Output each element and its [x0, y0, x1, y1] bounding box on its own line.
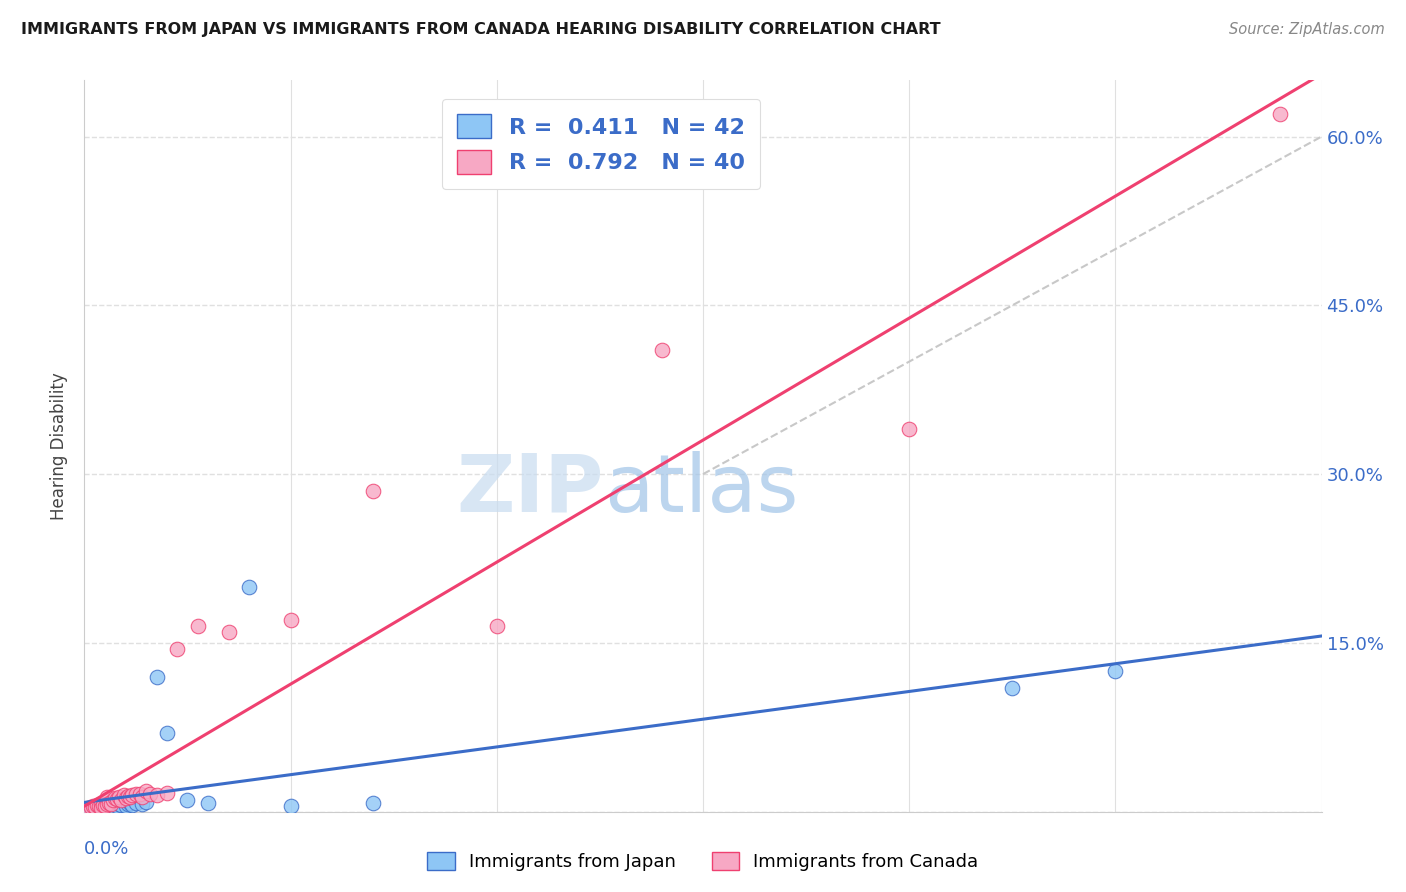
Text: 0.0%: 0.0%: [84, 839, 129, 857]
Point: [87, 802, 110, 816]
Point: [108, 797, 131, 811]
Point: [117, 789, 139, 803]
Point: [361, 483, 384, 498]
Text: IMMIGRANTS FROM JAPAN VS IMMIGRANTS FROM CANADA HEARING DISABILITY CORRELATION C: IMMIGRANTS FROM JAPAN VS IMMIGRANTS FROM…: [21, 22, 941, 37]
Point: [238, 580, 260, 594]
Point: [94, 800, 117, 814]
Point: [87, 799, 110, 814]
Point: [1270, 107, 1292, 121]
Point: [91, 800, 114, 814]
Point: [485, 619, 508, 633]
Point: [129, 787, 152, 801]
Point: [156, 786, 179, 800]
Point: [79, 801, 101, 815]
Point: [104, 791, 127, 805]
Point: [100, 800, 122, 814]
Point: [176, 793, 198, 807]
Point: [103, 800, 125, 814]
Point: [156, 726, 179, 740]
Point: [125, 787, 148, 801]
Point: [96, 797, 118, 811]
Point: [77, 801, 100, 815]
Point: [91, 797, 114, 812]
Point: [103, 793, 125, 807]
Legend: Immigrants from Japan, Immigrants from Canada: Immigrants from Japan, Immigrants from C…: [420, 845, 986, 879]
Point: [145, 670, 167, 684]
Point: [104, 797, 127, 812]
Point: [135, 795, 157, 809]
Point: [131, 797, 153, 811]
Point: [79, 800, 101, 814]
Point: [139, 787, 162, 801]
Text: ZIP: ZIP: [457, 450, 605, 529]
Point: [82, 799, 104, 814]
Point: [135, 784, 157, 798]
Point: [98, 799, 121, 814]
Y-axis label: Hearing Disability: Hearing Disability: [51, 372, 69, 520]
Point: [86, 797, 108, 812]
Point: [83, 801, 105, 815]
Point: [105, 792, 128, 806]
Point: [77, 802, 100, 816]
Point: [96, 790, 118, 805]
Point: [118, 796, 141, 810]
Point: [1001, 681, 1024, 695]
Point: [125, 796, 148, 810]
Point: [96, 800, 118, 814]
Point: [94, 799, 117, 814]
Point: [87, 800, 110, 814]
Point: [361, 796, 384, 810]
Point: [91, 797, 114, 812]
Point: [104, 801, 127, 815]
Point: [90, 797, 112, 811]
Point: [108, 790, 131, 805]
Point: [83, 800, 105, 814]
Point: [82, 802, 104, 816]
Point: [100, 797, 122, 812]
Point: [98, 801, 121, 815]
Point: [651, 343, 673, 358]
Point: [110, 797, 132, 812]
Point: [898, 422, 921, 436]
Point: [121, 797, 143, 812]
Point: [117, 797, 139, 811]
Point: [280, 614, 302, 628]
Point: [90, 801, 112, 815]
Point: [121, 788, 143, 802]
Point: [110, 793, 132, 807]
Point: [94, 801, 117, 815]
Point: [100, 797, 122, 811]
Point: [166, 641, 188, 656]
Text: Source: ZipAtlas.com: Source: ZipAtlas.com: [1229, 22, 1385, 37]
Point: [187, 619, 209, 633]
Point: [114, 799, 136, 814]
Point: [197, 796, 219, 810]
Point: [98, 796, 121, 810]
Text: atlas: atlas: [605, 450, 799, 529]
Point: [1104, 664, 1126, 678]
Point: [83, 800, 105, 814]
Point: [145, 788, 167, 802]
Point: [105, 799, 128, 814]
Point: [86, 801, 108, 815]
Point: [112, 788, 135, 802]
Point: [280, 799, 302, 814]
Point: [218, 624, 240, 639]
Legend: R =  0.411   N = 42, R =  0.792   N = 40: R = 0.411 N = 42, R = 0.792 N = 40: [441, 99, 761, 189]
Point: [118, 790, 141, 805]
Point: [114, 791, 136, 805]
Point: [96, 799, 118, 814]
Point: [90, 801, 112, 815]
Point: [131, 790, 153, 805]
Point: [90, 799, 112, 814]
